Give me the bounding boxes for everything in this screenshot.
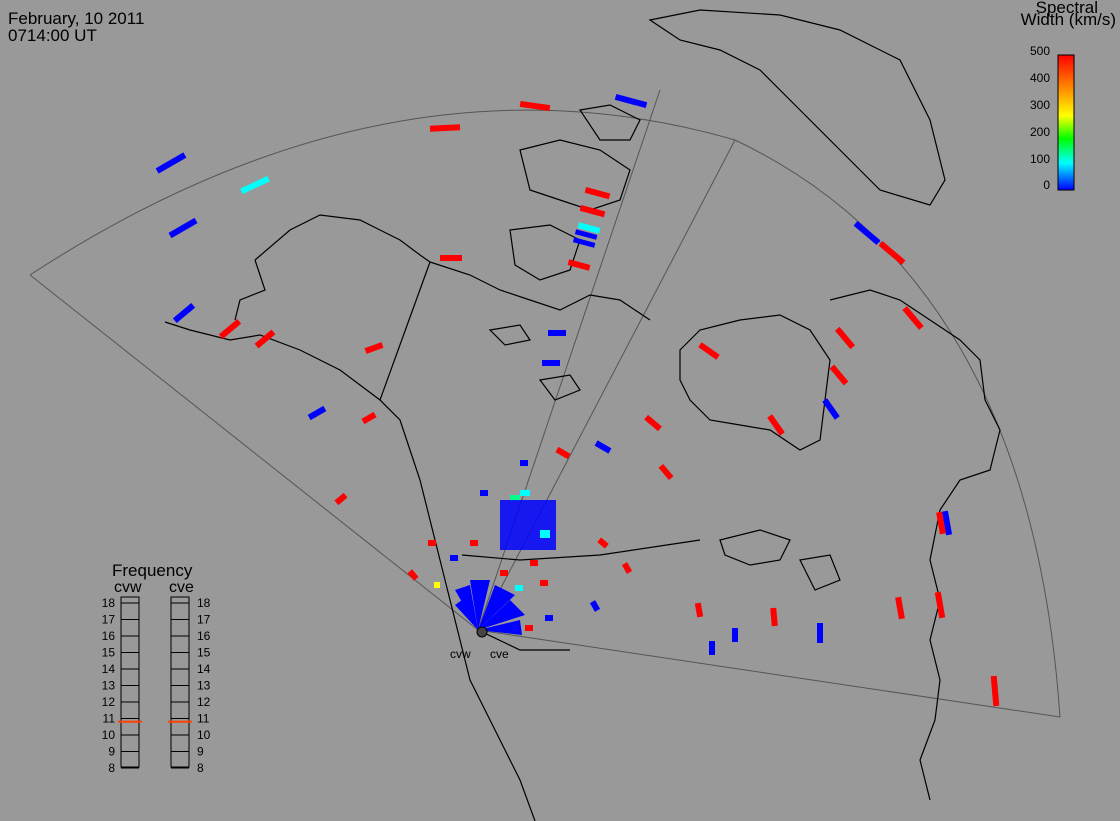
svg-text:300: 300 — [1030, 98, 1050, 112]
frequency-scale-label: 15 — [102, 646, 116, 660]
radar-fan — [455, 580, 525, 635]
frequency-title: Frequency — [112, 561, 193, 580]
radar-label-cve: cve — [490, 647, 509, 661]
frequency-scale-label: 16 — [197, 629, 211, 643]
frequency-panel: 18 17 16 15 14 13 12 11 10 9 8 18 17 16 15 14 13 12 11 10 9… — [102, 596, 211, 775]
radar-label-cvw: cvw — [450, 647, 471, 661]
frequency-scale-label: 11 — [197, 712, 210, 726]
frequency-scale-label: 12 — [102, 695, 116, 709]
svg-text:500: 500 — [1030, 44, 1050, 58]
coastlines — [164, 9, 1001, 821]
frequency-scale-label: 10 — [197, 728, 211, 742]
frequency-scale-label: 17 — [102, 613, 116, 627]
svg-text:100: 100 — [1030, 152, 1050, 166]
data-tiles — [155, 93, 1000, 707]
frequency-scale-label: 18 — [197, 596, 211, 610]
frequency-scale-label: 14 — [102, 662, 116, 676]
frequency-label-cve: cve — [169, 579, 194, 596]
time-label: 0714:00 UT — [8, 26, 97, 45]
date-label: February, 10 2011 — [8, 9, 145, 28]
frequency-scale-label: 10 — [102, 728, 116, 742]
frequency-scale-label: 15 — [197, 646, 211, 660]
radar-site-marker — [476, 626, 488, 638]
frequency-scale-label: 8 — [108, 761, 115, 775]
frequency-scale-label: 17 — [197, 613, 211, 627]
colorbar-ticks: 500 400 300 200 100 0 — [1030, 44, 1050, 192]
frequency-scale-label: 14 — [197, 662, 211, 676]
frequency-box-cve — [170, 596, 190, 768]
svg-text:200: 200 — [1030, 125, 1050, 139]
svg-text:400: 400 — [1030, 71, 1050, 85]
frequency-scale-label: 9 — [108, 745, 115, 759]
frequency-box-cvw — [120, 596, 140, 768]
colorbar-title-line1: Spectral — [1035, 0, 1098, 17]
svg-text:0: 0 — [1043, 178, 1050, 192]
backscatter-cells — [155, 93, 1000, 707]
colorbar-title-line2: Width (km/s) — [1020, 10, 1116, 29]
frequency-scale-label: 18 — [102, 596, 116, 610]
frequency-scale-label: 9 — [197, 745, 204, 759]
frequency-scale-label: 13 — [102, 679, 116, 693]
frequency-scale-label: 13 — [197, 679, 211, 693]
colorbar — [1057, 54, 1075, 191]
fov-outline — [29, 89, 1061, 718]
frequency-scale-label: 16 — [102, 629, 116, 643]
frequency-scale-label: 8 — [197, 761, 204, 775]
frequency-label-cvw: cvw — [114, 579, 142, 596]
frequency-scale-label: 11 — [103, 712, 116, 726]
frequency-scale-label: 12 — [197, 695, 211, 709]
